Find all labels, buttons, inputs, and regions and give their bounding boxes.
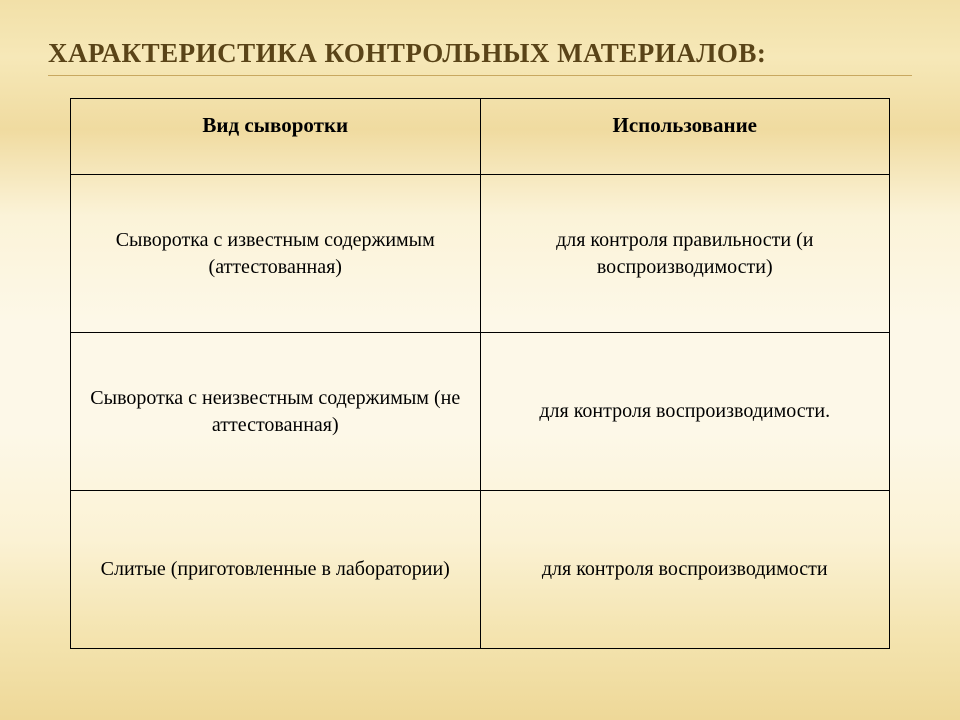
table-row: Сыворотка с известным содержимым (аттест… bbox=[71, 175, 890, 333]
table-header-cell: Вид сыворотки bbox=[71, 99, 481, 175]
table-header-cell: Использование bbox=[480, 99, 890, 175]
table-cell: Сыворотка с неизвестным содержимым (не а… bbox=[71, 333, 481, 491]
table-cell: Слитые (приготовленные в лаборатории) bbox=[71, 491, 481, 649]
table-cell: для контроля воспроизводимости bbox=[480, 491, 890, 649]
table-header-row: Вид сыворотки Использование bbox=[71, 99, 890, 175]
slide: Характеристика контрольных материалов: В… bbox=[0, 0, 960, 720]
table-row: Сыворотка с неизвестным содержимым (не а… bbox=[71, 333, 890, 491]
table-row: Слитые (приготовленные в лаборатории) дл… bbox=[71, 491, 890, 649]
table-cell: Сыворотка с известным содержимым (аттест… bbox=[71, 175, 481, 333]
table-cell: для контроля правильности (и воспроизвод… bbox=[480, 175, 890, 333]
materials-table: Вид сыворотки Использование Сыворотка с … bbox=[70, 98, 890, 649]
page-title: Характеристика контрольных материалов: bbox=[48, 38, 912, 76]
table-cell: для контроля воспроизводимости. bbox=[480, 333, 890, 491]
